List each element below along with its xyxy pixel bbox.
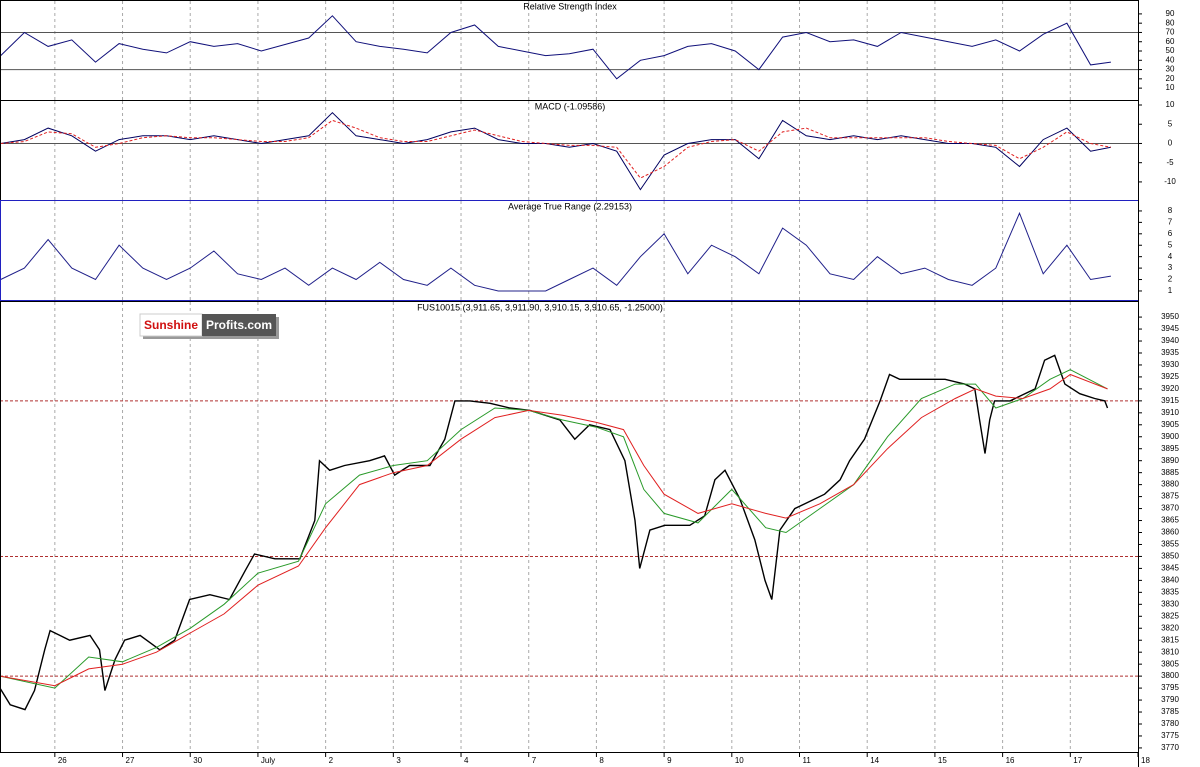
y-tick-label: 3850 bbox=[1161, 552, 1179, 561]
y-tick-label: 3805 bbox=[1161, 659, 1179, 668]
y-tick-label: 3840 bbox=[1161, 575, 1179, 584]
y-tick-label: 3930 bbox=[1161, 360, 1179, 369]
x-tick-label: 16 bbox=[1006, 756, 1015, 765]
y-tick-label: 3 bbox=[1168, 263, 1173, 272]
y-tick-label: 3775 bbox=[1161, 731, 1179, 740]
y-tick-label: 20 bbox=[1166, 74, 1175, 83]
y-tick-label: 3845 bbox=[1161, 564, 1179, 573]
x-tick-label: 4 bbox=[464, 756, 469, 765]
y-tick-label: 90 bbox=[1166, 9, 1175, 18]
x-tick-label: 27 bbox=[126, 756, 135, 765]
y-tick-label: 3770 bbox=[1161, 743, 1179, 752]
y-tick-label: 3910 bbox=[1161, 408, 1179, 417]
y-tick-label: 60 bbox=[1166, 37, 1175, 46]
y-tick-label: 3780 bbox=[1161, 719, 1179, 728]
y-tick-label: 3950 bbox=[1161, 312, 1179, 321]
y-tick-label: 4 bbox=[1168, 252, 1173, 261]
y-tick-label: 3890 bbox=[1161, 456, 1179, 465]
y-tick-label: 3925 bbox=[1161, 372, 1179, 381]
y-tick-label: 1 bbox=[1168, 286, 1173, 295]
chart-title: MACD (-1.09586) bbox=[535, 101, 606, 111]
x-tick-label: 14 bbox=[870, 756, 879, 765]
y-tick-label: 40 bbox=[1166, 55, 1175, 64]
logo-text: Profits.com bbox=[206, 318, 272, 332]
y-tick-label: 3790 bbox=[1161, 695, 1179, 704]
series-line bbox=[0, 15, 1111, 80]
y-tick-label: 3800 bbox=[1161, 671, 1179, 680]
x-tick-label: 7 bbox=[532, 756, 537, 765]
y-tick-label: 5 bbox=[1168, 240, 1173, 249]
y-tick-label: 3830 bbox=[1161, 599, 1179, 608]
chart-title: FUS10015 (3,911.65, 3,911.90, 3,910.15, … bbox=[417, 302, 663, 312]
y-tick-label: 3900 bbox=[1161, 432, 1179, 441]
y-tick-label: 3940 bbox=[1161, 336, 1179, 345]
y-tick-label: 80 bbox=[1166, 18, 1175, 27]
x-tick-label: 30 bbox=[193, 756, 202, 765]
x-tick-label: 9 bbox=[667, 756, 672, 765]
y-tick-label: 3785 bbox=[1161, 707, 1179, 716]
logo-text: Sunshine bbox=[144, 318, 198, 332]
y-tick-label: -5 bbox=[1166, 158, 1174, 167]
y-tick-label: 3820 bbox=[1161, 623, 1179, 632]
y-tick-label: 3895 bbox=[1161, 444, 1179, 453]
series-line bbox=[0, 119, 1111, 179]
series-line bbox=[0, 354, 1109, 711]
x-tick-label: 17 bbox=[1073, 756, 1082, 765]
y-tick-label: 5 bbox=[1168, 119, 1173, 128]
y-tick-label: 3905 bbox=[1161, 420, 1179, 429]
y-tick-label: -10 bbox=[1164, 177, 1176, 186]
y-tick-label: 30 bbox=[1166, 65, 1175, 74]
x-tick-label: 15 bbox=[938, 756, 947, 765]
y-tick-label: 3870 bbox=[1161, 504, 1179, 513]
y-tick-label: 6 bbox=[1168, 229, 1173, 238]
y-tick-label: 10 bbox=[1166, 100, 1175, 109]
y-tick-label: 3810 bbox=[1161, 647, 1179, 656]
x-tick-label: 2 bbox=[329, 756, 334, 765]
series-line bbox=[0, 373, 1108, 687]
y-tick-label: 3880 bbox=[1161, 480, 1179, 489]
y-tick-label: 3920 bbox=[1161, 384, 1179, 393]
y-tick-label: 3935 bbox=[1161, 348, 1179, 357]
x-tick-label: 3 bbox=[396, 756, 401, 765]
x-tick-label: July bbox=[261, 756, 275, 765]
series-line bbox=[0, 369, 1108, 689]
chart-title: Average True Range (2.29153) bbox=[508, 201, 632, 211]
y-tick-label: 3860 bbox=[1161, 528, 1179, 537]
x-tick-label: 11 bbox=[803, 756, 812, 765]
series-line bbox=[0, 112, 1111, 191]
y-tick-label: 3855 bbox=[1161, 540, 1179, 549]
y-tick-label: 70 bbox=[1166, 28, 1175, 37]
chart-title: Relative Strength Index bbox=[523, 1, 617, 11]
y-tick-label: 3795 bbox=[1161, 683, 1179, 692]
y-tick-label: 8 bbox=[1168, 206, 1173, 215]
y-tick-label: 2 bbox=[1168, 275, 1173, 284]
y-tick-label: 50 bbox=[1166, 46, 1175, 55]
series-line bbox=[0, 211, 1111, 292]
x-tick-label: 26 bbox=[58, 756, 67, 765]
y-tick-label: 0 bbox=[1168, 139, 1173, 148]
y-tick-label: 3945 bbox=[1161, 324, 1179, 333]
y-tick-label: 3835 bbox=[1161, 587, 1179, 596]
x-tick-label: 8 bbox=[599, 756, 604, 765]
logo-right bbox=[202, 314, 276, 336]
x-tick-label: 10 bbox=[735, 756, 744, 765]
y-tick-label: 10 bbox=[1166, 83, 1175, 92]
y-tick-label: 7 bbox=[1168, 217, 1173, 226]
y-tick-label: 3885 bbox=[1161, 468, 1179, 477]
y-tick-label: 3875 bbox=[1161, 492, 1179, 501]
y-tick-label: 3825 bbox=[1161, 611, 1179, 620]
y-tick-label: 3915 bbox=[1161, 396, 1179, 405]
y-tick-label: 3865 bbox=[1161, 516, 1179, 525]
x-tick-label: 18 bbox=[1141, 756, 1150, 765]
y-tick-label: 3815 bbox=[1161, 635, 1179, 644]
